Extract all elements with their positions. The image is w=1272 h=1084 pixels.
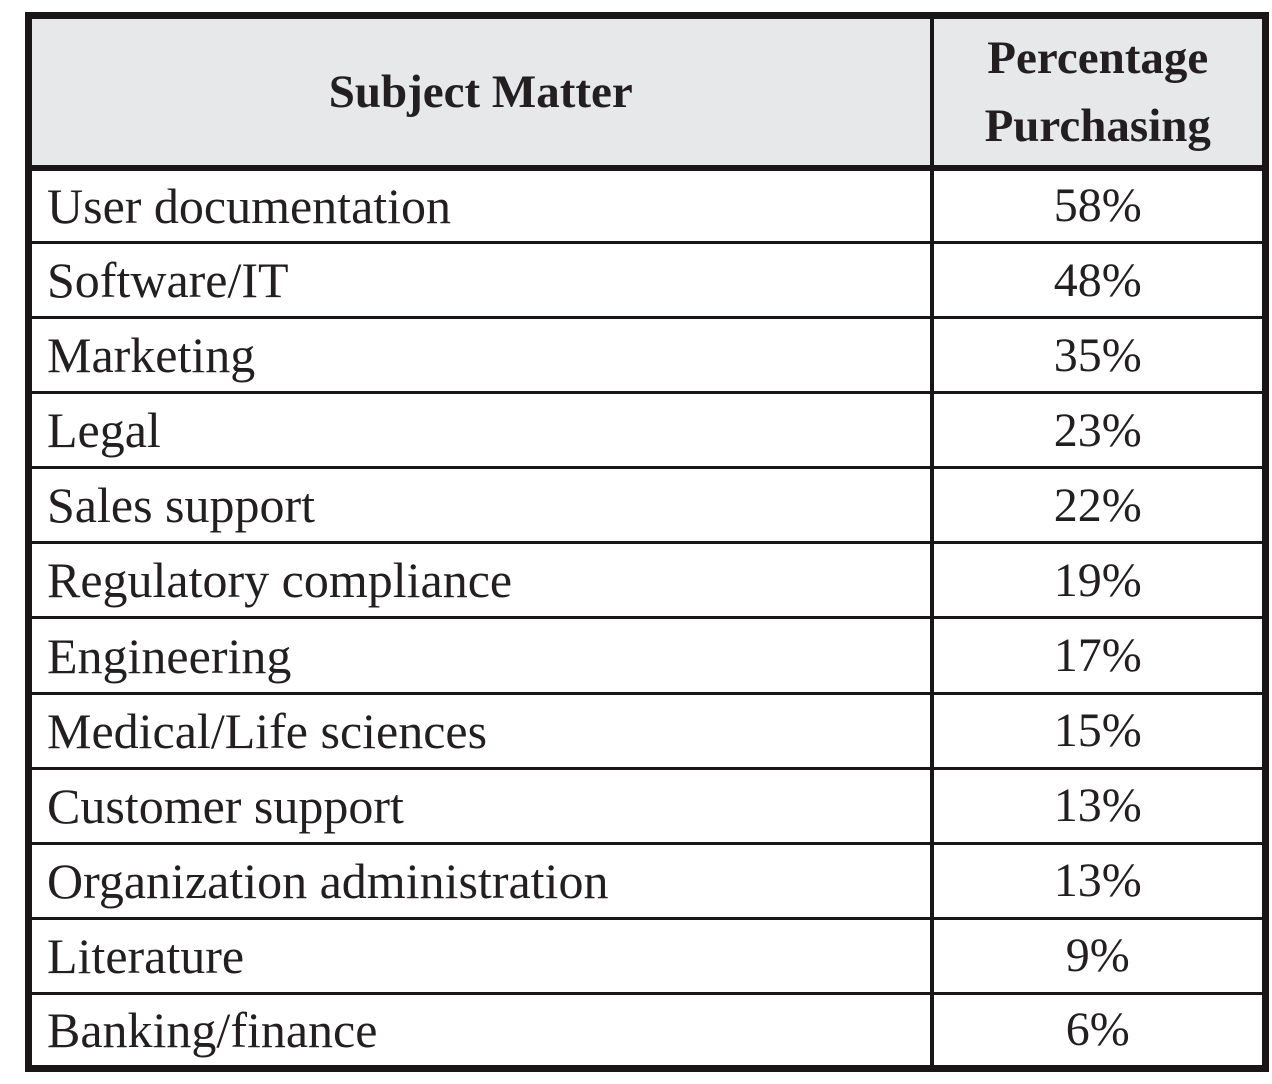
subject-cell: Medical/Life sciences xyxy=(28,691,932,769)
column-header-percentage-purchasing: Percentage Purchasing xyxy=(929,15,1266,171)
table-row: Marketing 35% xyxy=(28,316,1266,393)
subject-matter-purchasing-table: Subject Matter Percentage Purchasing Use… xyxy=(25,12,1269,1072)
subject-cell: Regulatory compliance xyxy=(28,541,932,618)
table-row: Customer support 13% xyxy=(28,766,1266,844)
table-row: Literature 9% xyxy=(28,916,1266,994)
percentage-cell: 35% xyxy=(929,316,1266,393)
subject-cell: Banking/finance xyxy=(28,991,932,1069)
table-header: Subject Matter Percentage Purchasing xyxy=(28,15,1266,171)
percentage-cell: 48% xyxy=(929,241,1266,318)
subject-cell: Organization administration xyxy=(28,841,932,919)
column-header-subject-matter: Subject Matter xyxy=(28,15,932,171)
percentage-cell: 23% xyxy=(929,391,1266,468)
table-body: User documentation 58% Software/IT 48% M… xyxy=(28,167,1266,1069)
table-row: Sales support 22% xyxy=(28,466,1266,543)
table-row: Banking/finance 6% xyxy=(28,991,1266,1069)
table-row: Regulatory compliance 19% xyxy=(28,541,1266,618)
subject-cell: Marketing xyxy=(28,316,932,393)
percentage-cell: 19% xyxy=(929,541,1266,618)
subject-cell: Sales support xyxy=(28,466,932,543)
subject-cell: Literature xyxy=(28,916,932,994)
percentage-header-line1: Percentage xyxy=(987,31,1209,84)
percentage-header-line2: Purchasing xyxy=(984,99,1211,152)
table-row: Medical/Life sciences 15% xyxy=(28,691,1266,769)
subject-cell: User documentation xyxy=(47,177,452,234)
table-row: User documentation 58% xyxy=(29,167,1266,243)
subject-cell: Customer support xyxy=(28,766,932,844)
percentage-cell: 13% xyxy=(929,841,1266,919)
table-row: Software/IT 48% xyxy=(28,241,1266,318)
subject-cell: Engineering xyxy=(28,616,932,694)
percentage-cell: 15% xyxy=(929,691,1266,769)
percentage-cell: 22% xyxy=(929,466,1266,543)
percentage-cell: 17% xyxy=(929,616,1266,694)
percentage-cell: 13% xyxy=(929,766,1266,844)
percentage-cell: 58% xyxy=(929,167,1266,243)
percentage-cell: 6% xyxy=(929,991,1266,1069)
subject-cell: Software/IT xyxy=(28,241,932,318)
table-row: Organization administration 13% xyxy=(28,841,1266,919)
table-row: Engineering 17% xyxy=(28,616,1266,694)
subject-cell: Legal xyxy=(28,391,932,468)
percentage-cell: 9% xyxy=(929,916,1266,994)
table-row: Legal 23% xyxy=(28,391,1266,468)
header-row: Subject Matter Percentage Purchasing xyxy=(28,15,1266,171)
